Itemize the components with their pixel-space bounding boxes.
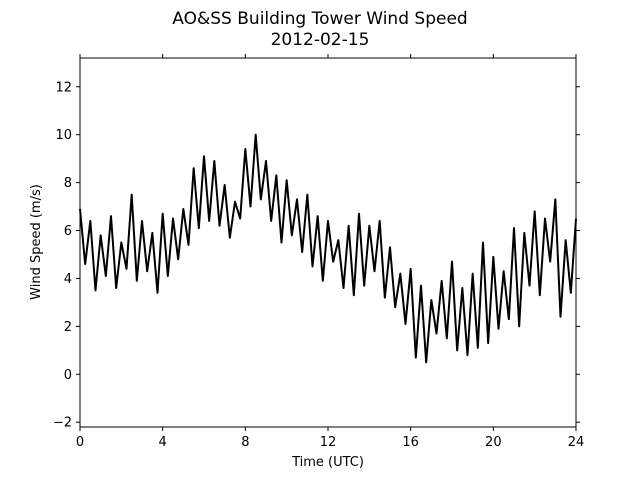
chart-title: AO&SS Building Tower Wind Speed (172, 9, 467, 29)
x-tick-label: 4 (159, 435, 167, 450)
x-tick-label: 20 (485, 435, 502, 450)
series-line-0 (79, 133, 577, 364)
y-tick-label: 12 (55, 80, 72, 95)
y-tick-label: 2 (64, 320, 72, 335)
chart-subtitle: 2012-02-15 (271, 30, 370, 50)
y-tick-label: 6 (64, 224, 72, 239)
x-axis: 0 4 8 12 16 20 24 (76, 54, 584, 450)
y-tick-label: 4 (64, 272, 72, 287)
y-tick-label: 8 (64, 176, 72, 191)
x-tick-label: 8 (241, 435, 249, 450)
x-tick-label: 12 (320, 435, 337, 450)
x-tick-label: 0 (76, 435, 84, 450)
x-axis-label: Time (UTC) (291, 455, 364, 470)
y-tick-label: 0 (64, 368, 72, 383)
plot-area (79, 133, 577, 364)
x-tick-label: 16 (402, 435, 419, 450)
y-tick-label: 10 (55, 128, 72, 143)
y-axis-label: Wind Speed (m/s) (29, 184, 44, 300)
y-axis: −2 0 2 4 6 8 10 12 (53, 80, 580, 431)
y-tick-label: −2 (53, 416, 72, 431)
x-tick-label: 24 (568, 435, 585, 450)
